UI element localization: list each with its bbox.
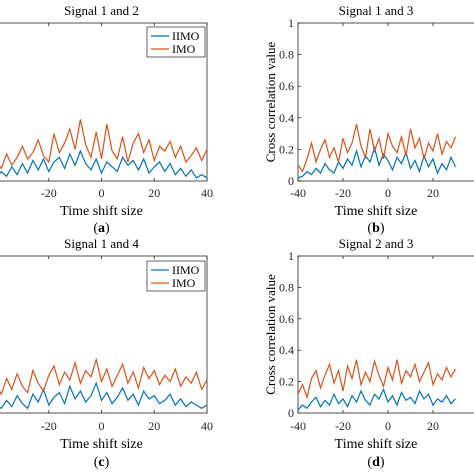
x-tick-label: -20 [335,186,351,200]
axes-box [297,255,474,414]
x-tick-label: 0 [385,186,391,200]
x-tick-label: -40 [290,419,306,433]
x-tick-label: 0 [99,186,105,200]
y-tick-label: 0.8 [279,48,294,62]
x-axis-label: Time shift size [335,204,418,219]
x-tick-label: 20 [427,419,439,433]
panel-label: (a) [93,221,110,236]
x-tick-label: -20 [335,419,351,433]
panel-label: (c) [94,455,110,470]
y-tick-label: 0.2 [279,142,294,156]
panel-label: (b) [367,221,384,236]
panel-label-letter: d [372,455,380,470]
legend-label-imo: IMO [172,276,196,290]
y-tick-label: 0.4 [279,343,294,357]
legend-label-iimo: IIMO [172,263,200,277]
series-line-imo [0,119,208,170]
x-tick-label: -20 [41,186,57,200]
y-tick-label: 0.2 [279,375,294,389]
x-tick-label: 40 [201,419,213,433]
x-tick-label: 0 [99,419,105,433]
x-tick-label: -20 [41,419,57,433]
panel-label-close: ) [380,221,385,236]
panel-label-open: ( [93,221,98,236]
panel-label-letter: a [98,221,105,236]
series-line-imo [297,358,457,400]
series-line-iimo [0,381,208,410]
chart-title: Signal 1 and 2 [64,3,139,18]
chart-panel-2: -40 -20 0 20 0 0.2 0.4 0.6 0.8 1 Signal 1 and 3 Tim… [263,3,474,236]
x-tick-label: 20 [148,419,160,433]
panel-label-open: ( [94,455,99,470]
x-tick-label: 20 [148,186,160,200]
x-tick-label: 40 [201,186,213,200]
legend-label-iimo: IIMO [172,29,200,43]
legend-box [146,26,206,58]
y-tick-label: 0.4 [279,111,294,125]
y-tick-label: 0.6 [279,79,294,93]
y-tick-label: 0.6 [279,312,294,326]
y-axis-label: Cross correlation value [263,41,278,162]
legend-box [146,260,206,292]
panel-label-open: ( [367,221,372,236]
chart-title: Signal 1 and 4 [64,236,139,251]
series-line-imo [0,357,208,396]
legend-label-imo: IMO [172,42,196,56]
panel-label-close: ) [105,221,110,236]
y-tick-label: 1 [288,16,294,30]
chart-panel-3: -20 0 20 40 Signal 1 and 4 Time shift size IIM… [0,236,213,470]
y-axis-label: Cross correlation value [263,274,278,395]
x-axis-label: Time shift size [60,437,143,452]
y-tick-label: 0 [288,174,294,188]
panel-label-letter: c [98,455,104,470]
chart-title: Signal 2 and 3 [339,236,414,251]
x-tick-label: 20 [427,186,439,200]
y-tick-label: 1 [288,249,294,263]
series-line-iimo [297,387,456,411]
panel-label-close: ) [380,455,385,470]
x-axis-label: Time shift size [60,204,143,219]
panel-label: (d) [367,455,384,470]
series-line-imo [297,123,457,173]
series-line-iimo [0,149,208,179]
panel-label-close: ) [105,455,110,470]
series-line-iimo [297,145,457,179]
x-tick-label: -40 [290,186,306,200]
x-tick-label: 0 [385,419,391,433]
x-axis-label: Time shift size [335,437,418,452]
chart-title: Signal 1 and 3 [339,3,414,18]
y-tick-label: 0 [288,406,294,420]
chart-panel-4: -40 -20 0 20 0 0.2 0.4 0.6 0.8 1 Signal 2 and 3 Tim… [263,236,474,470]
y-tick-label: 0.8 [279,280,294,294]
chart-panel-1: -20 0 20 40 Signal 1 and 2 Time shift size IIM… [0,3,213,236]
panel-label-letter: b [372,221,380,236]
panel-label-open: ( [367,455,372,470]
